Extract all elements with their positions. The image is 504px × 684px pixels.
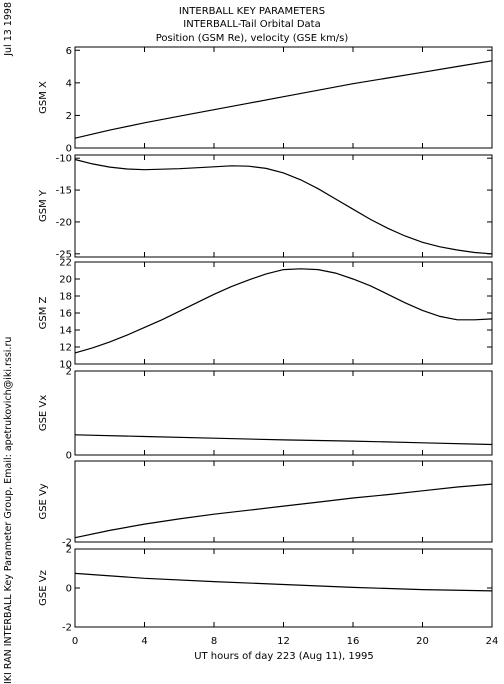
panel-2: -10 -15 -20 -25 GSM Y	[38, 154, 493, 260]
y-axis-label: GSE Vy	[38, 483, 49, 519]
y-tick-label: 0	[66, 451, 72, 462]
x-tick-label: 0	[72, 636, 78, 647]
y-tick-label: 16	[59, 309, 72, 320]
panel-1: 0 2 4 6 GSM X	[38, 46, 493, 155]
y-tick-label: 14	[59, 326, 72, 337]
y-tick-label: -10	[56, 154, 72, 165]
y-tick-label: 4	[66, 78, 72, 89]
y-axis-label: GSE Vx	[38, 395, 49, 431]
y-tick-label: 0	[66, 584, 72, 595]
y-axis-label: GSE Vz	[38, 570, 49, 606]
y-axis-label: GSM X	[38, 81, 49, 114]
y-tick-label: 18	[59, 292, 72, 303]
y-tick-label: 2	[66, 111, 72, 122]
header-line-1: INTERBALL KEY PARAMETERS	[179, 6, 325, 17]
y-tick-label: -20	[56, 217, 72, 228]
x-tick-label: 12	[277, 636, 290, 647]
y-tick-label: 2	[66, 545, 72, 556]
x-tick-label: 8	[211, 636, 217, 647]
x-tick-label: 16	[347, 636, 360, 647]
panel-5: -2 GSE Vy	[38, 460, 493, 549]
y-tick-label: 2	[66, 367, 72, 378]
series-line-1	[74, 572, 493, 592]
y-tick-label: -15	[56, 186, 72, 197]
series-line-1	[74, 483, 493, 539]
y-tick-label: 12	[59, 343, 72, 354]
y-tick-label: 10	[59, 360, 72, 371]
y-tick-label: 22	[59, 258, 72, 269]
header-line-3: Position (GSM Re), velocity (GSE km/s)	[156, 33, 349, 44]
y-tick-label: 6	[66, 46, 72, 57]
y-tick-label: -2	[62, 538, 72, 549]
series-line-1	[74, 268, 493, 354]
side-date-label: Jul 13 1998	[3, 2, 14, 57]
y-tick-label: -25	[56, 249, 72, 260]
side-credit-label: IKI RAN INTERBALL Key Parameter Group, E…	[3, 337, 14, 684]
panel-4: 0 2 GSE Vx	[38, 367, 493, 462]
series-line-1	[74, 158, 493, 255]
x-tick-label: 20	[416, 636, 429, 647]
x-axis-label: UT hours of day 223 (Aug 11), 1995	[194, 651, 374, 662]
panel-6: 2 0 -2 GSE Vz	[38, 545, 493, 634]
y-tick-label: 20	[59, 275, 72, 286]
x-tick-label: 24	[486, 636, 499, 647]
series-line-1	[74, 60, 493, 139]
series-line-1	[74, 434, 493, 446]
y-axis-label: GSM Z	[38, 296, 49, 329]
panel-3: 10 12 14 16 18 20 22 GSM Z	[38, 258, 493, 371]
x-tick-label: 4	[141, 636, 147, 647]
y-tick-label: 0	[66, 144, 72, 155]
y-tick-label: -2	[62, 623, 72, 634]
x-axis: 0 4 8 12 16 20 24	[72, 636, 499, 647]
header-line-2: INTERBALL-Tail Orbital Data	[183, 19, 320, 30]
y-axis-label: GSM Y	[38, 189, 49, 222]
